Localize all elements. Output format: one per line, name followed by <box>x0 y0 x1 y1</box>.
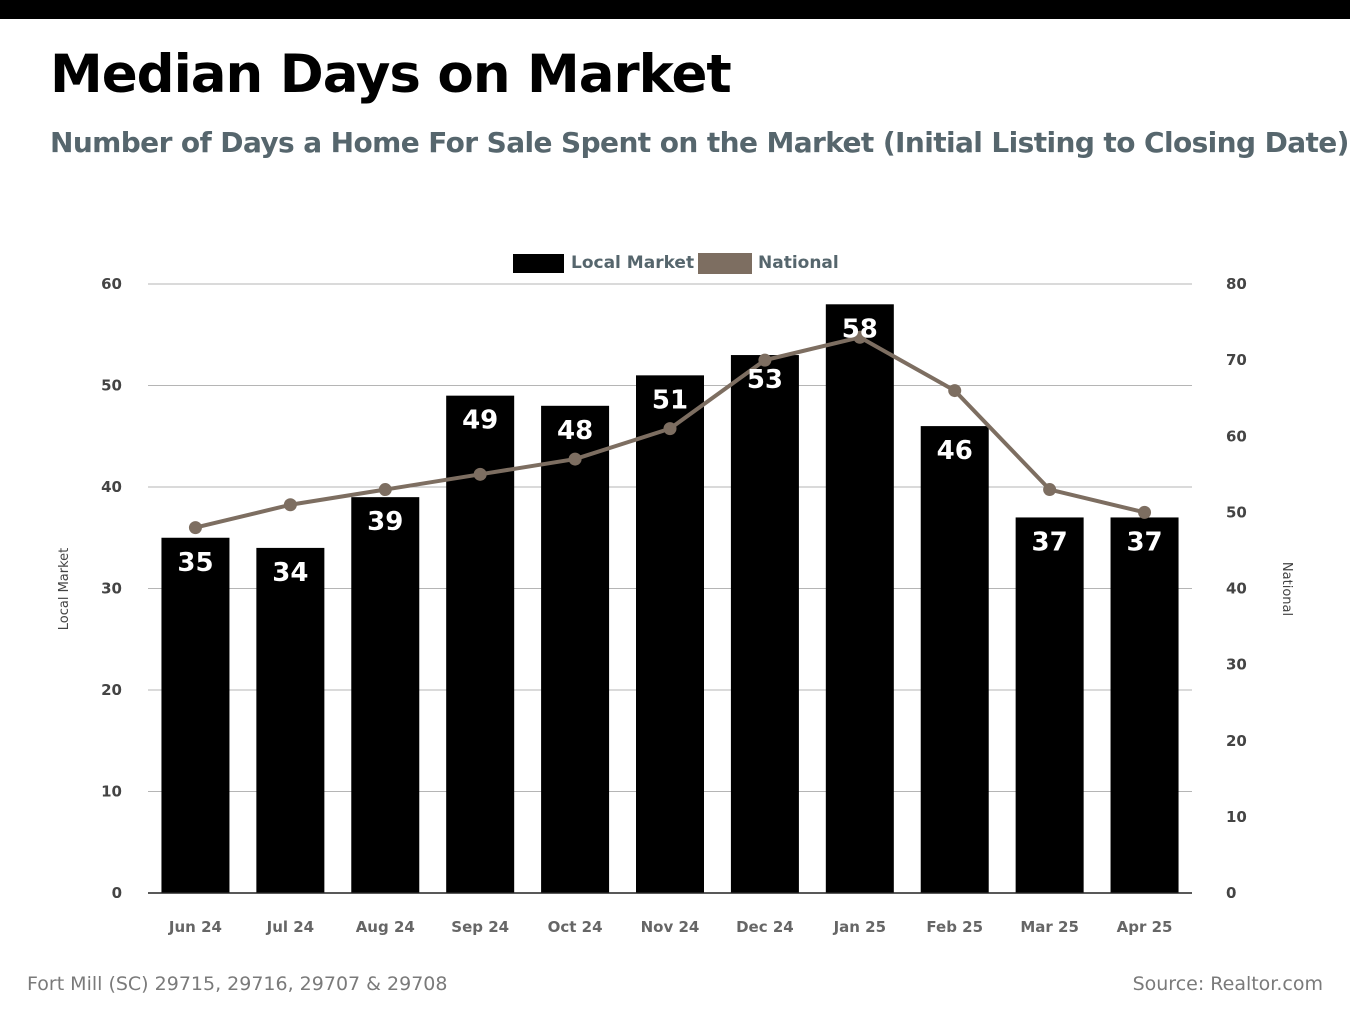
bar-local-market <box>825 304 894 893</box>
y-tick-right: 10 <box>1226 808 1247 826</box>
legend: Local Market National <box>513 253 839 274</box>
bar-local-market <box>1015 517 1084 893</box>
source-label: Source: Realtor.com <box>1132 973 1323 995</box>
x-tick-label: Aug 24 <box>356 918 415 936</box>
national-point <box>853 330 867 344</box>
bar-value-label: 53 <box>747 365 783 395</box>
location-label: Fort Mill (SC) 29715, 29716, 29707 & 297… <box>27 973 448 995</box>
y-tick-right: 40 <box>1226 580 1247 598</box>
x-tick-label: Dec 24 <box>736 918 794 936</box>
national-point <box>568 452 582 466</box>
bar-local-market <box>161 537 230 893</box>
bar-value-label: 46 <box>937 436 973 466</box>
bar-local-market <box>541 405 610 893</box>
bar-local-market <box>920 426 989 893</box>
bar-local-market <box>256 547 325 893</box>
x-tick-label: Jul 24 <box>266 918 315 936</box>
bar-value-label: 34 <box>272 558 308 588</box>
y-tick-left: 10 <box>101 783 122 801</box>
national-point <box>188 521 202 535</box>
y-tick-left: 30 <box>101 580 122 598</box>
bar-value-label: 37 <box>1032 527 1068 557</box>
page-subtitle: Number of Days a Home For Sale Spent on … <box>50 126 1349 159</box>
national-point <box>948 384 962 398</box>
bar-local-market <box>1110 517 1179 893</box>
axes: 0 10 20 30 40 50 60 0 10 20 30 40 50 60 70 80 Local Mark… <box>57 275 1294 936</box>
x-tick-label: Feb 25 <box>926 918 983 936</box>
bar-value-label: 35 <box>177 548 213 578</box>
bar-value-label: 58 <box>842 314 878 344</box>
x-tick-label: Jan 25 <box>833 918 886 936</box>
national-point <box>378 483 392 497</box>
national-point <box>1043 483 1057 497</box>
y-tick-right: 0 <box>1226 884 1236 902</box>
bar-value-label: 49 <box>462 406 498 436</box>
national-point <box>283 498 297 512</box>
bar-value-label: 51 <box>652 385 688 415</box>
x-tick-label: Oct 24 <box>548 918 603 936</box>
y-tick-left: 0 <box>112 884 122 902</box>
bar-local-market <box>636 375 704 894</box>
national-point <box>663 422 677 436</box>
national-point <box>1138 505 1152 519</box>
legend-label-national: National <box>758 253 839 273</box>
national-point <box>758 353 772 367</box>
y-tick-right: 70 <box>1226 351 1247 369</box>
y-tick-right: 30 <box>1226 656 1247 674</box>
bar-value-label: 39 <box>367 507 403 537</box>
y-tick-left: 20 <box>101 681 122 699</box>
y-axis-title-left: Local Market <box>57 548 72 631</box>
top-bar <box>0 0 1350 19</box>
bar-value-label: 48 <box>557 416 593 446</box>
y-axis-title-right: National <box>1279 562 1294 616</box>
bar-value-label: 37 <box>1126 527 1162 557</box>
y-tick-right: 60 <box>1226 427 1247 445</box>
y-tick-right: 20 <box>1226 732 1247 750</box>
y-tick-left: 50 <box>101 377 122 395</box>
x-tick-label: Jun 24 <box>168 918 222 936</box>
x-tick-label: Apr 25 <box>1117 918 1173 936</box>
y-tick-right: 80 <box>1226 275 1247 293</box>
national-point <box>473 467 487 481</box>
y-tick-left: 60 <box>101 275 122 293</box>
bar-local-market <box>730 355 799 893</box>
bar-local-market <box>351 497 420 893</box>
y-tick-left: 40 <box>101 478 122 496</box>
legend-label-local-market: Local Market <box>571 253 694 273</box>
x-tick-label: Mar 25 <box>1020 918 1079 936</box>
legend-swatch-national <box>698 253 752 274</box>
legend-swatch-local-market <box>513 254 564 273</box>
national-line <box>188 330 1152 535</box>
bar-value-labels: 35 34 39 49 48 51 53 58 46 37 37 <box>177 314 1162 588</box>
x-tick-label: Nov 24 <box>641 918 700 936</box>
y-tick-right: 50 <box>1226 503 1247 521</box>
x-tick-label: Sep 24 <box>451 918 509 936</box>
page-title: Median Days on Market <box>50 44 732 105</box>
